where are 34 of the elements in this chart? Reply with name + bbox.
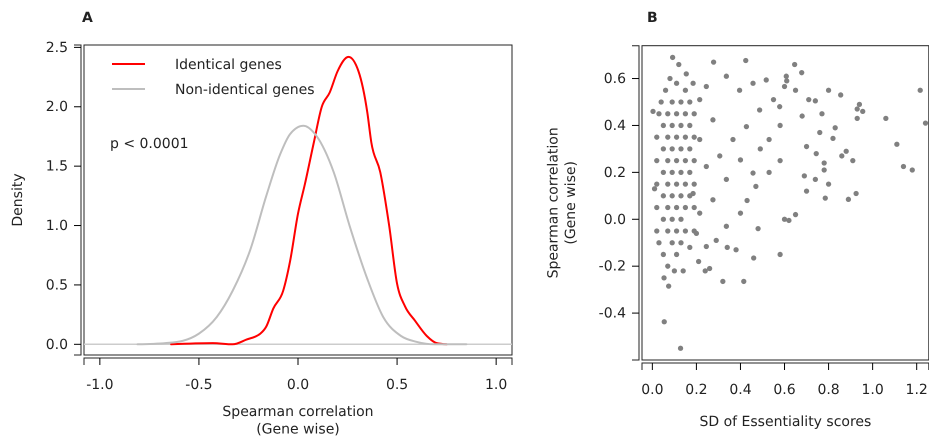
y-tick-label: 0.6 (604, 71, 626, 88)
y-tick-label: 1.5 (46, 158, 68, 175)
x-tick-label: 1.2 (906, 382, 928, 398)
y-tick-label: 0.0 (46, 336, 68, 353)
y-tick-label: 2.5 (46, 40, 68, 56)
chart-title: A (82, 10, 93, 26)
x-tick-label: 0.0 (641, 382, 664, 398)
y-tick-label: 0.5 (46, 277, 68, 294)
x-tick-label: 0.5 (386, 376, 408, 393)
x-tick-label: 0.6 (773, 382, 796, 398)
y-axis-title: Density (10, 173, 26, 227)
y-tick-label: -0.2 (598, 258, 626, 275)
y-tick-label: 1.0 (46, 218, 68, 234)
y-axis-title: Spearman correlation (Gene wise) (545, 127, 579, 278)
x-tick-label: -1.0 (86, 376, 114, 393)
x-tick-label: 0.4 (729, 382, 752, 398)
x-tick-label: 0.0 (286, 376, 310, 393)
y-tick-label: 2.0 (46, 99, 68, 116)
y-tick-label: 0.2 (604, 164, 626, 181)
x-tick-label: -0.5 (185, 376, 213, 393)
chart-title: B (647, 10, 658, 26)
legend-label: Non-identical genes (175, 82, 315, 98)
y-tick-label: -0.4 (598, 306, 626, 322)
x-tick-label: 1.0 (485, 376, 508, 393)
x-tick-label: 0.8 (817, 382, 840, 398)
x-tick-label: 1.0 (861, 382, 884, 398)
y-tick-label: 0.0 (604, 212, 626, 228)
x-tick-label: 0.2 (685, 382, 708, 398)
annotation: p < 0.0001 (110, 136, 189, 152)
legend-label: Identical genes (175, 57, 282, 73)
x-axis-title: SD of Essentiality scores (699, 414, 872, 430)
x-axis-title: Spearman correlation (Gene wise) (222, 404, 374, 438)
line-series (136, 124, 468, 346)
y-tick-label: 0.4 (604, 118, 626, 134)
